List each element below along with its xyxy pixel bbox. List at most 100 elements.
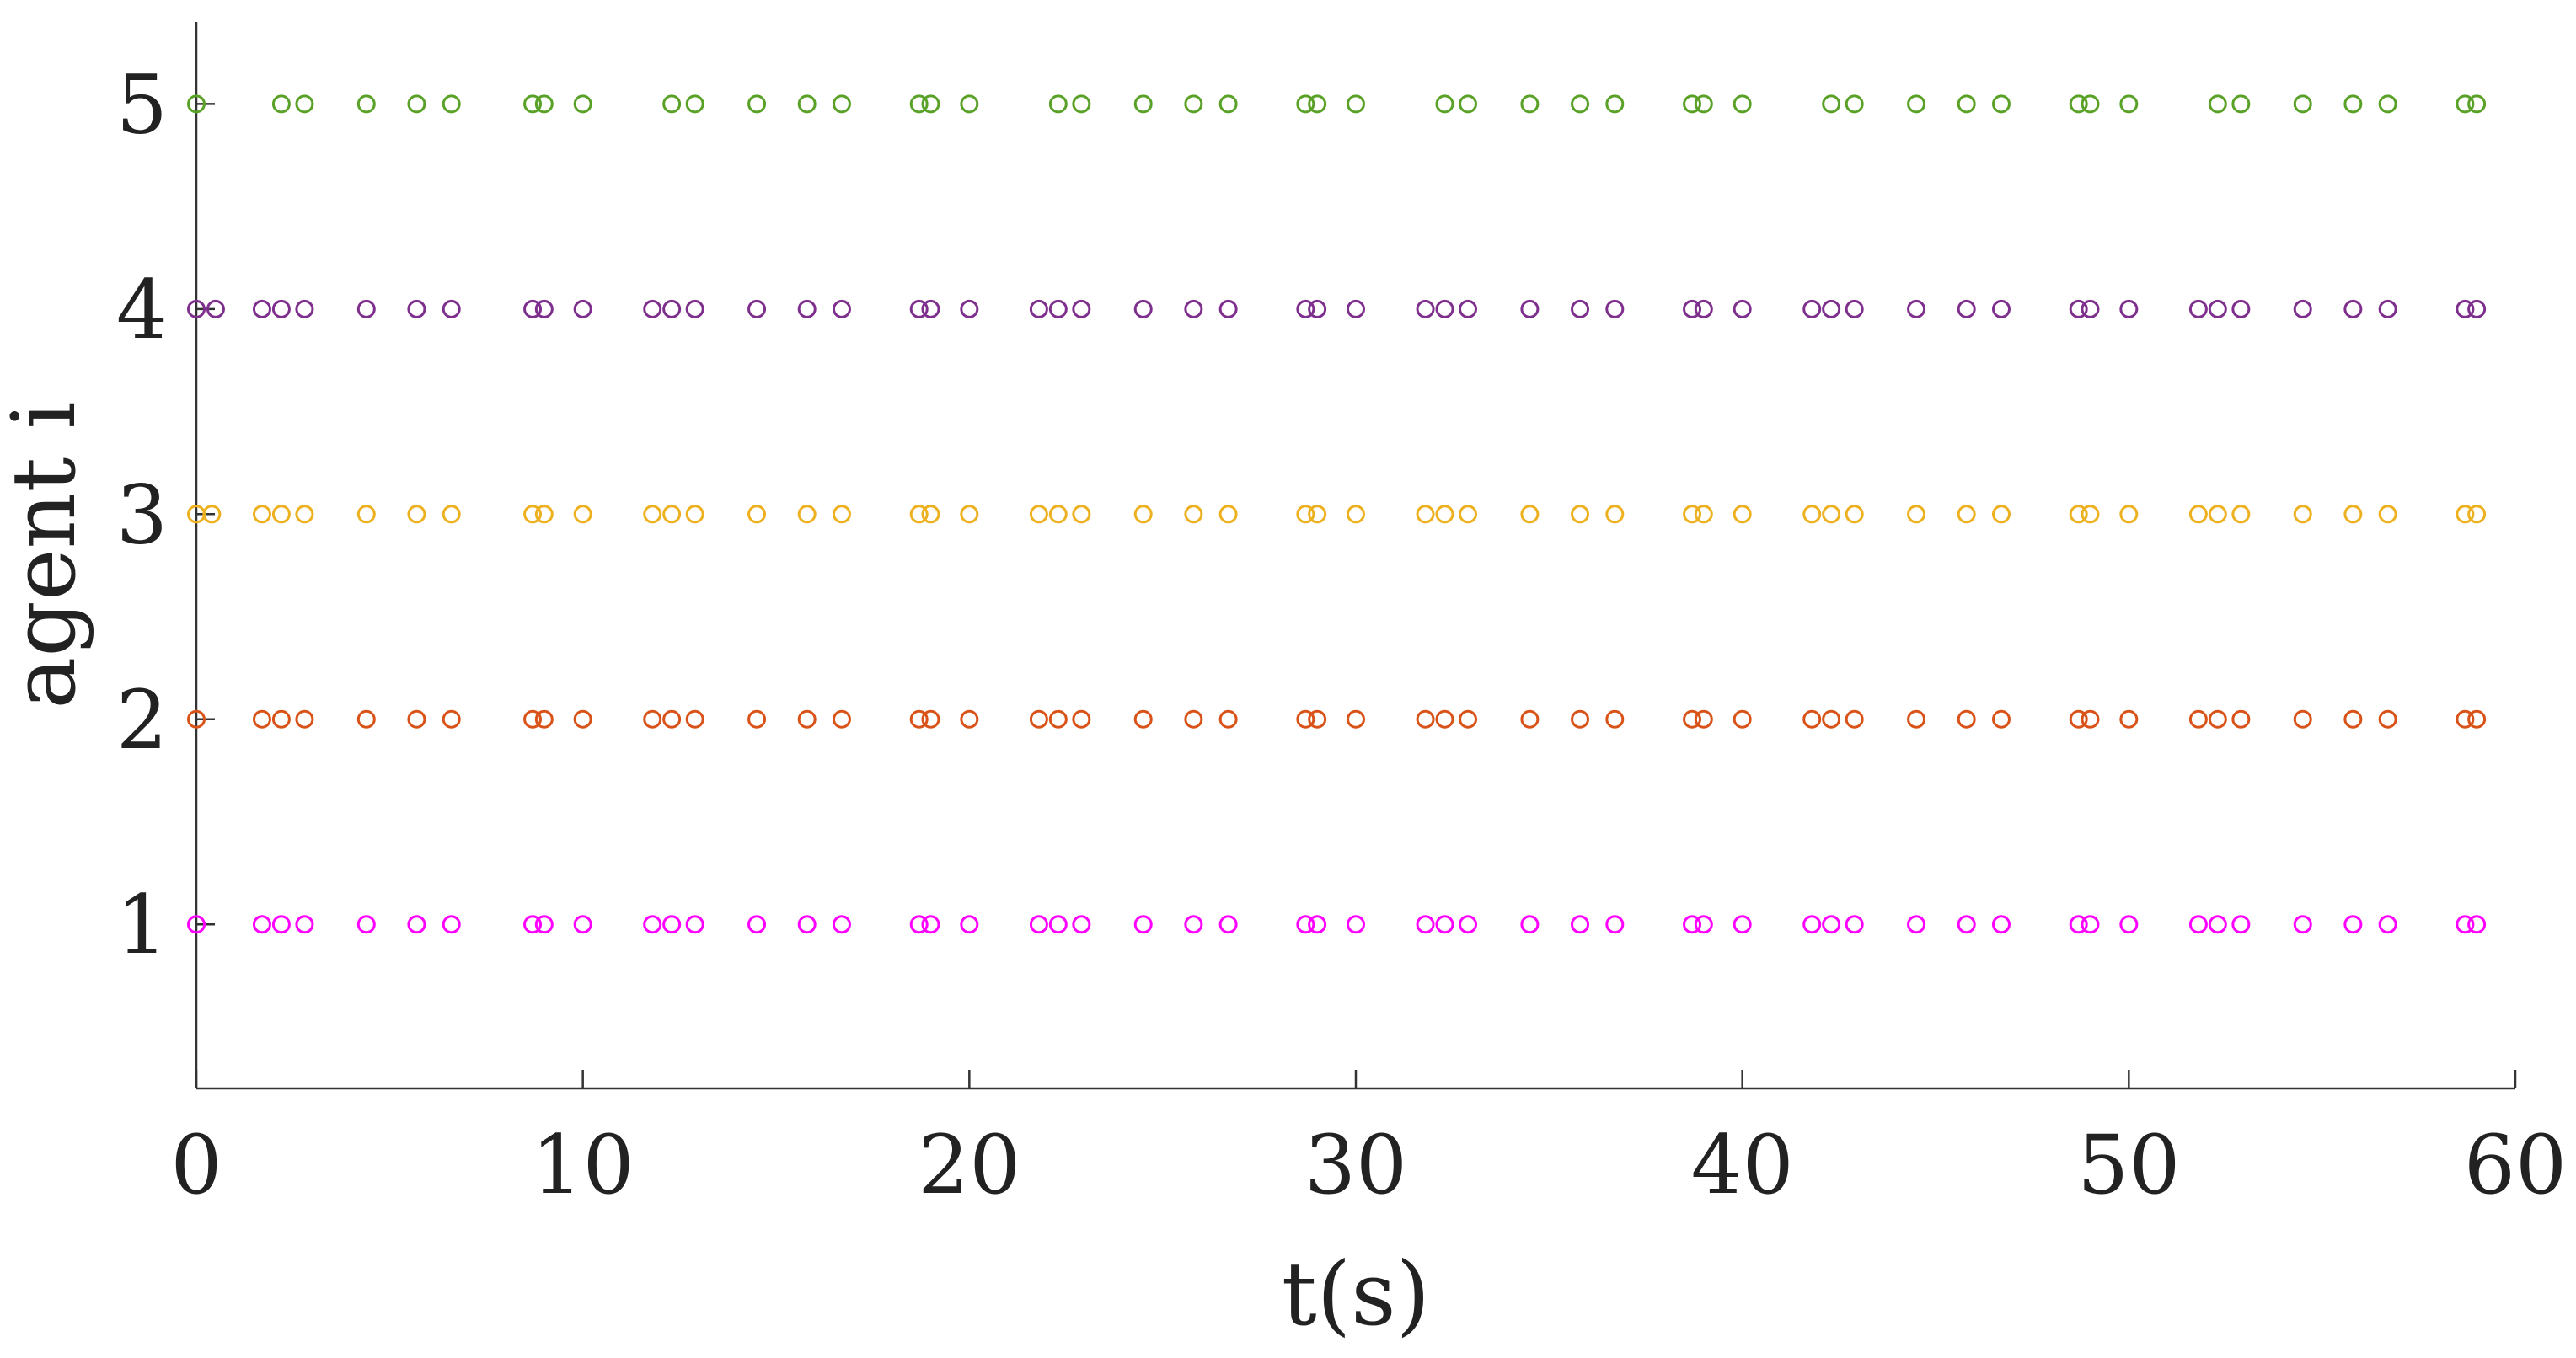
event-point [523,915,543,934]
event-point [1694,915,1713,934]
event-point [407,709,426,729]
event-point [1694,94,1713,114]
event-point [1957,709,1976,729]
series-agent-3 [187,505,2487,524]
event-point [534,709,554,729]
event-point [2231,505,2251,524]
event-point [1218,505,1238,524]
event-point [271,505,291,524]
y-axis-ticks: 1 2 3 4 5 [116,57,215,972]
event-point [1683,505,1702,524]
event-point [1683,94,1702,114]
event-point [271,94,291,114]
event-point [1991,94,2011,114]
event-point [1218,94,1238,114]
event-point [2081,709,2100,729]
event-point [2188,299,2208,318]
event-point [2343,299,2363,318]
event-point [271,299,291,318]
event-point [1184,505,1203,524]
event-point [2293,94,2312,114]
event-point [1048,94,1068,114]
event-point [1822,505,1841,524]
event-point [2069,94,2088,114]
event-point [1459,915,1478,934]
event-point [1347,915,1365,934]
event-point [1416,299,1435,318]
x-tick-label: 30 [1304,1118,1407,1212]
event-point [909,915,929,934]
event-point [2456,709,2475,729]
event-point [356,299,376,318]
event-point [1184,709,1203,729]
event-point [1347,709,1365,729]
event-point [442,299,461,318]
event-point [1571,709,1590,729]
event-point [1802,915,1822,934]
event-point [1520,505,1540,524]
event-point [1907,709,1926,729]
event-point [960,299,979,318]
event-point [2293,505,2312,524]
event-point [573,709,592,729]
axes [195,22,2515,1090]
event-point [407,299,426,318]
event-point [1133,709,1153,729]
event-point [1072,94,1091,114]
event-point [2378,709,2397,729]
event-point [1907,299,1926,318]
event-marks [187,94,2487,934]
event-point [1991,299,2011,318]
event-point [1822,299,1841,318]
series-agent-5 [187,94,2487,114]
event-point [573,505,592,524]
event-point [1218,299,1238,318]
event-point [1184,299,1203,318]
event-point [206,299,225,318]
event-point [2119,915,2139,934]
event-point [662,505,682,524]
event-point [356,709,376,729]
event-point [2343,94,2363,114]
event-point [1308,505,1327,524]
event-point [1029,709,1048,729]
event-point [2467,915,2487,934]
event-point [1296,709,1315,729]
event-point [1133,505,1153,524]
event-point [832,915,851,934]
event-point [1571,299,1590,318]
event-point [2293,709,2312,729]
event-point [1694,505,1713,524]
event-point [2343,915,2363,934]
event-point [1822,709,1841,729]
event-point [1571,94,1590,114]
event-point [2231,299,2251,318]
series-agent-4 [187,299,2487,318]
event-point [1605,505,1625,524]
event-point [909,505,929,524]
y-tick-label: 1 [116,878,168,972]
event-point [2456,94,2475,114]
event-point [662,94,682,114]
x-tick-label: 60 [2464,1118,2567,1212]
event-point [442,915,461,934]
event-point [1072,915,1091,934]
event-point [2208,709,2227,729]
event-point [2467,505,2487,524]
event-point [1048,915,1068,934]
event-point [1822,915,1841,934]
event-point [1802,299,1822,318]
event-point [573,299,592,318]
event-point [1991,915,2011,934]
event-point [797,505,817,524]
event-point [2467,299,2487,318]
event-point [2456,299,2475,318]
event-point [2456,505,2475,524]
event-point [1907,915,1926,934]
event-point [960,915,979,934]
event-point [1845,94,1864,114]
event-point [2069,299,2088,318]
event-point [2231,915,2251,934]
event-point [523,505,543,524]
event-point [1435,299,1454,318]
